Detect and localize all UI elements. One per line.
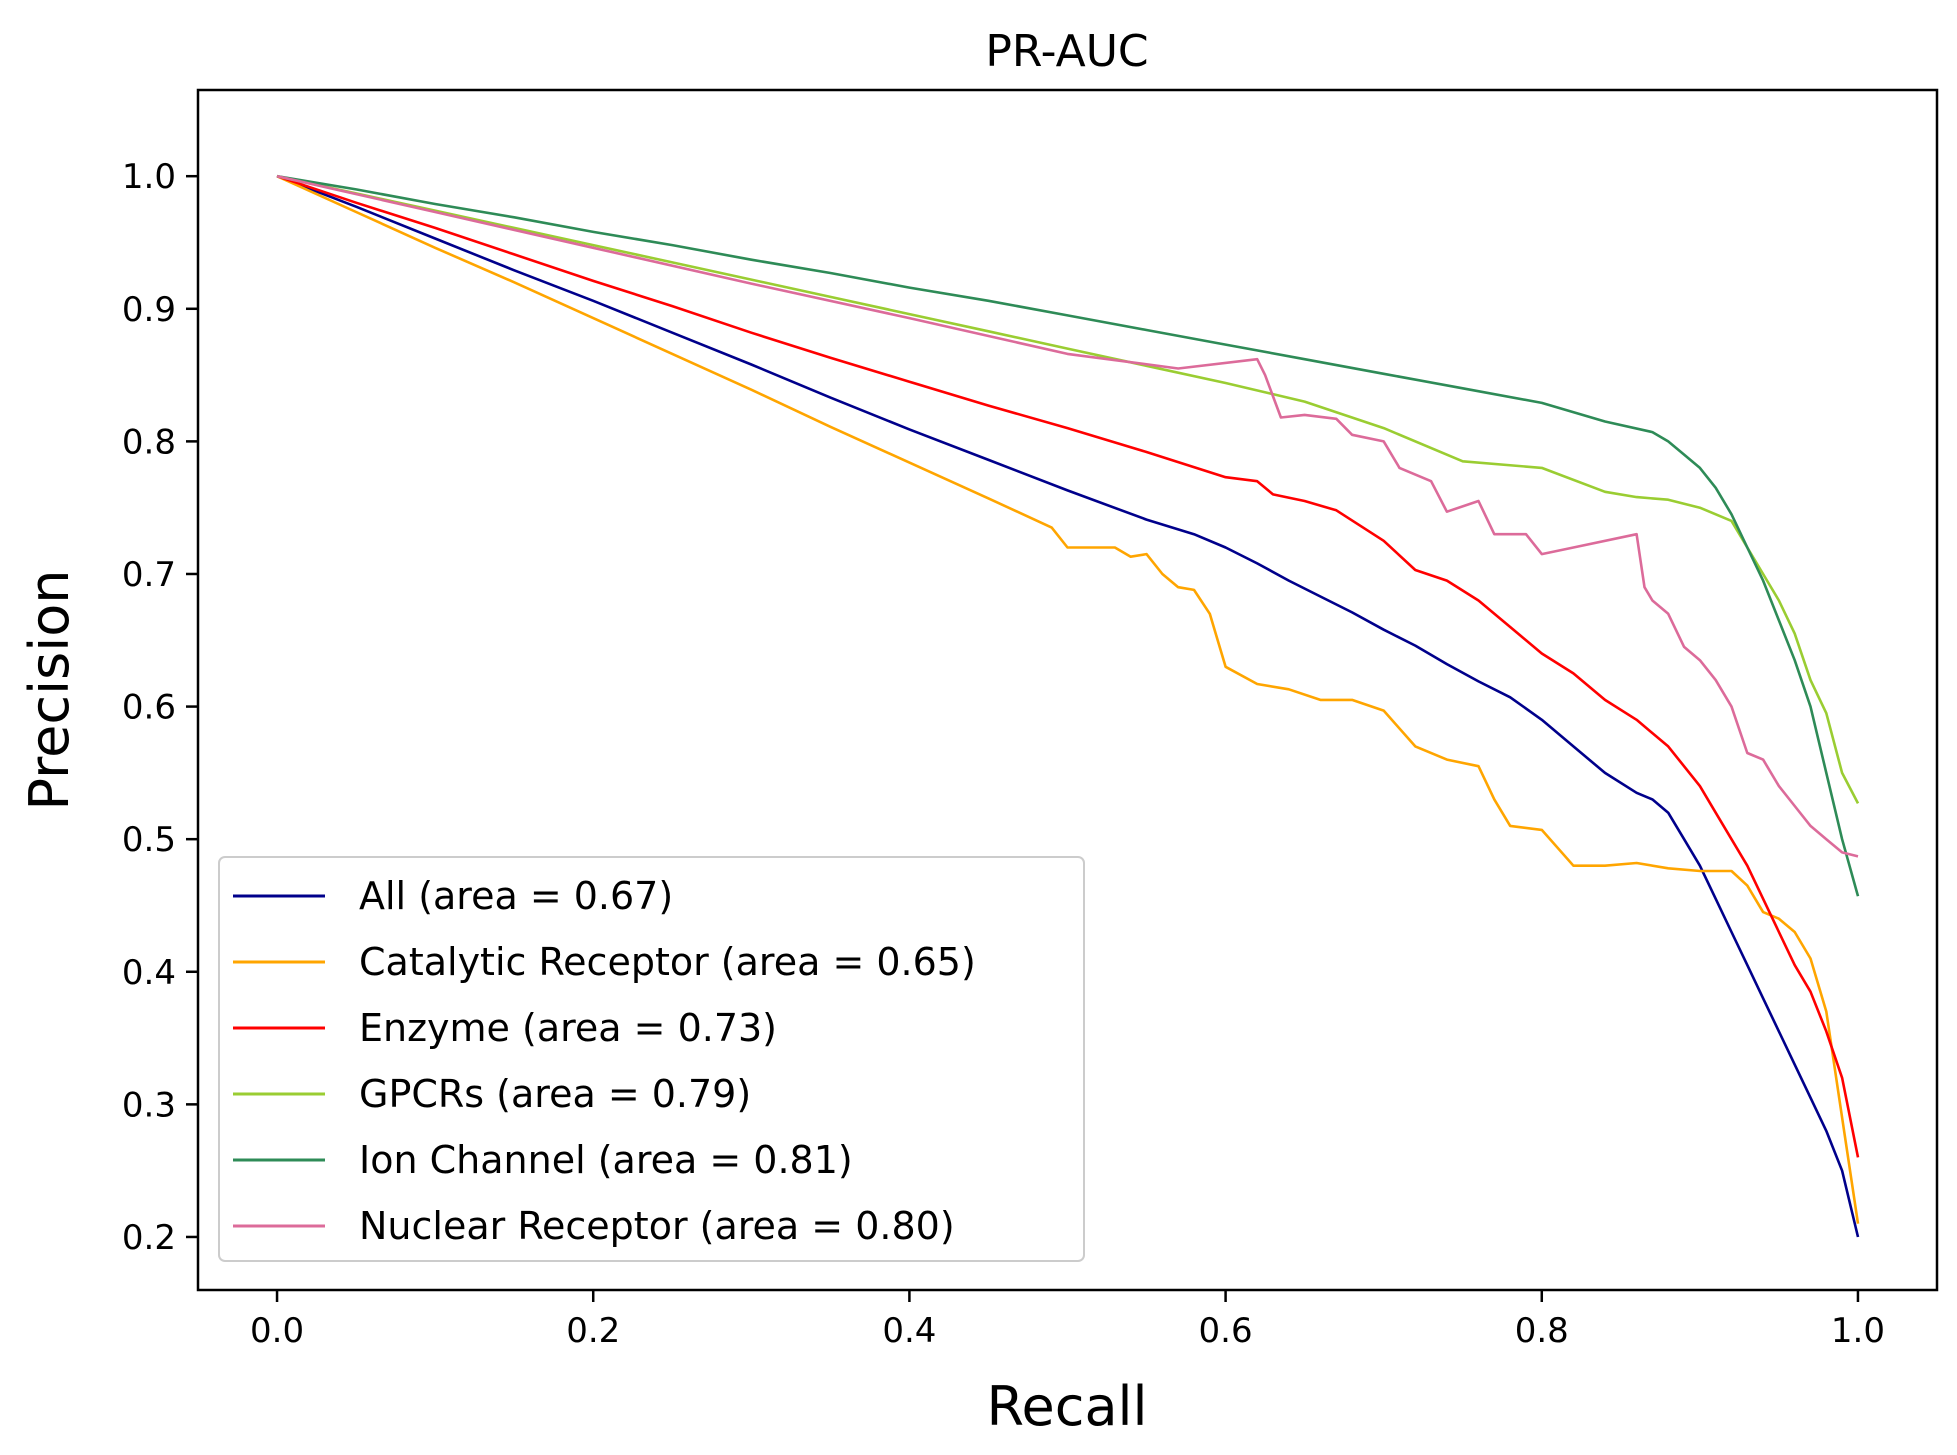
legend-label: Enzyme (area = 0.73) xyxy=(359,1006,777,1050)
legend-label: All (area = 0.67) xyxy=(359,874,673,918)
y-tick-label: 0.6 xyxy=(122,688,176,728)
y-tick-label: 0.7 xyxy=(122,555,176,595)
x-axis-ticks: 0.0 0.2 0.4 0.6 0.8 1.0 xyxy=(250,1290,1885,1351)
y-tick-label: 0.3 xyxy=(122,1085,176,1125)
series-line-1 xyxy=(276,175,1860,1224)
legend: All (area = 0.67) Catalytic Receptor (are… xyxy=(218,856,1085,1262)
legend-label: Nuclear Receptor (area = 0.80) xyxy=(359,1204,955,1248)
series-line-0 xyxy=(276,174,1860,1238)
legend-label: Catalytic Receptor (area = 0.65) xyxy=(359,940,976,984)
x-tick-label: 0.6 xyxy=(1199,1311,1253,1351)
legend-items: All (area = 0.67) Catalytic Receptor (are… xyxy=(233,874,976,1248)
series-line-5 xyxy=(276,174,1859,858)
x-tick-label: 0.0 xyxy=(250,1311,304,1351)
y-axis-label: Precision xyxy=(18,570,81,811)
legend-label: Ion Channel (area = 0.81) xyxy=(359,1138,853,1182)
series-line-2 xyxy=(276,174,1860,1158)
y-tick-label: 0.4 xyxy=(122,953,176,993)
x-axis-label: Recall xyxy=(986,1375,1147,1438)
y-tick-label: 0.8 xyxy=(122,422,176,462)
y-tick-label: 1.0 xyxy=(122,157,176,197)
y-tick-label: 0.2 xyxy=(122,1218,176,1258)
series-line-4 xyxy=(276,174,1860,897)
y-tick-label: 0.9 xyxy=(122,290,176,330)
plot-frame xyxy=(196,88,1939,1292)
legend-box xyxy=(218,856,1085,1262)
series-line-3 xyxy=(276,174,1860,805)
x-tick-label: 0.8 xyxy=(1515,1311,1569,1351)
series-lines xyxy=(276,174,1860,1238)
legend-label: GPCRs (area = 0.79) xyxy=(359,1072,751,1116)
x-tick-label: 0.4 xyxy=(882,1311,936,1351)
x-tick-label: 0.2 xyxy=(566,1311,620,1351)
y-tick-label: 0.5 xyxy=(122,820,176,860)
y-axis-ticks: 0.2 0.3 0.4 0.5 0.6 0.7 0.8 0.9 1.0 xyxy=(122,157,198,1258)
x-tick-label: 1.0 xyxy=(1831,1311,1885,1351)
chart-title: PR-AUC xyxy=(985,26,1148,77)
